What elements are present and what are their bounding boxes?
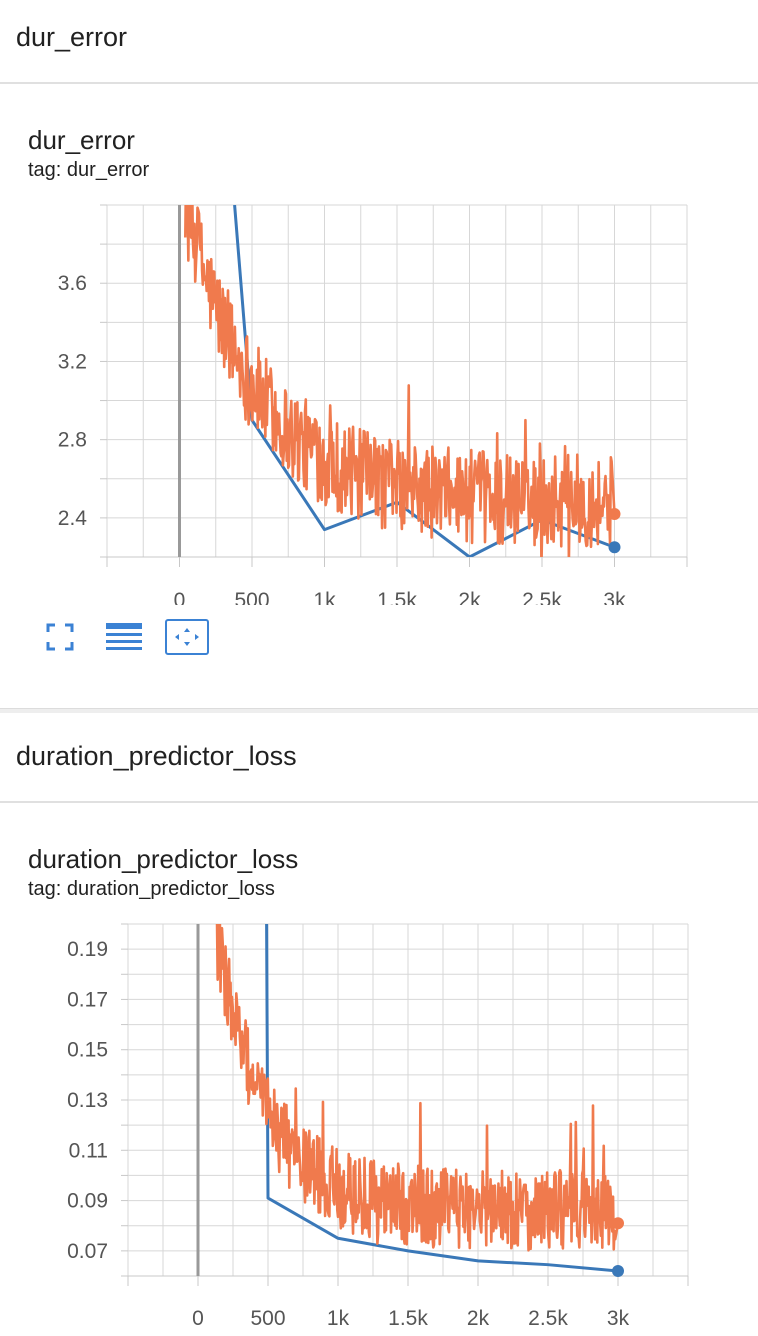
plot-area (215, 924, 620, 1273)
section-title: dur_error (16, 22, 128, 52)
dur-error-chart[interactable]: 2.4 2.8 3.2 3.6 0 500 1k 1.5k 2k 2.5k 3k (0, 195, 758, 605)
smoothed-series-line (265, 924, 619, 1273)
smoothed-series-end-point (612, 1264, 624, 1277)
raw-series-end-point (612, 1217, 624, 1230)
x-tick-label: 2k (467, 1307, 490, 1330)
x-tick-label: 0 (192, 1307, 204, 1330)
x-tick-label: 500 (250, 1307, 285, 1330)
duration-predictor-loss-chart[interactable]: 0.07 0.09 0.11 0.13 0.15 0.17 0.19 0 500 1k 1.5k 2k… (0, 920, 758, 1336)
x-tick-label: 1.5k (377, 589, 417, 605)
smoothed-series-end-point (608, 541, 621, 554)
y-tick-label: 3.2 (58, 350, 87, 373)
fullscreen-button[interactable] (38, 619, 82, 655)
data-table-button[interactable] (102, 619, 146, 655)
y-tick-label: 2.4 (58, 507, 88, 530)
x-tick-label: 2k (458, 589, 481, 605)
x-tick-label: 1k (327, 1307, 350, 1330)
y-tick-label: 0.13 (67, 1089, 108, 1112)
section-title: duration_predictor_loss (16, 741, 297, 771)
card-tag: tag: dur_error (28, 159, 150, 181)
y-tick-label: 0.09 (67, 1190, 108, 1213)
y-tick-label: 3.6 (58, 272, 87, 295)
y-tick-label: 0.07 (67, 1240, 108, 1263)
card-title: duration_predictor_loss (28, 844, 299, 874)
plot-area (184, 205, 616, 557)
y-tick-label: 0.11 (69, 1139, 108, 1162)
x-tick-label: 3k (603, 589, 626, 605)
y-tick-label: 2.8 (58, 429, 87, 452)
section-header-dur-error[interactable]: dur_error (0, 0, 758, 84)
x-tick-label: 2.5k (522, 589, 562, 605)
y-tick-label: 0.19 (67, 938, 108, 961)
x-tick-label: 0 (174, 589, 186, 605)
fit-domain-button[interactable] (165, 619, 209, 655)
fullscreen-icon (46, 623, 74, 651)
x-tick-label: 2.5k (528, 1307, 568, 1330)
card-title: dur_error (28, 125, 135, 155)
y-tick-label: 0.17 (67, 988, 108, 1011)
raw-series-line (184, 205, 616, 557)
card-tag: tag: duration_predictor_loss (28, 878, 275, 900)
raw-series-end-point (608, 507, 621, 520)
y-tick-label: 0.15 (67, 1039, 108, 1062)
x-tick-label: 1.5k (388, 1307, 428, 1330)
section-divider (0, 708, 758, 713)
x-tick-label: 1k (313, 589, 336, 605)
raw-series-line (215, 924, 620, 1252)
x-tick-label: 3k (607, 1307, 630, 1330)
section-header-duration-predictor-loss[interactable]: duration_predictor_loss (0, 713, 758, 803)
data-table-icon (106, 623, 142, 650)
x-tick-label: 500 (234, 589, 269, 605)
fit-domain-icon (175, 628, 199, 646)
